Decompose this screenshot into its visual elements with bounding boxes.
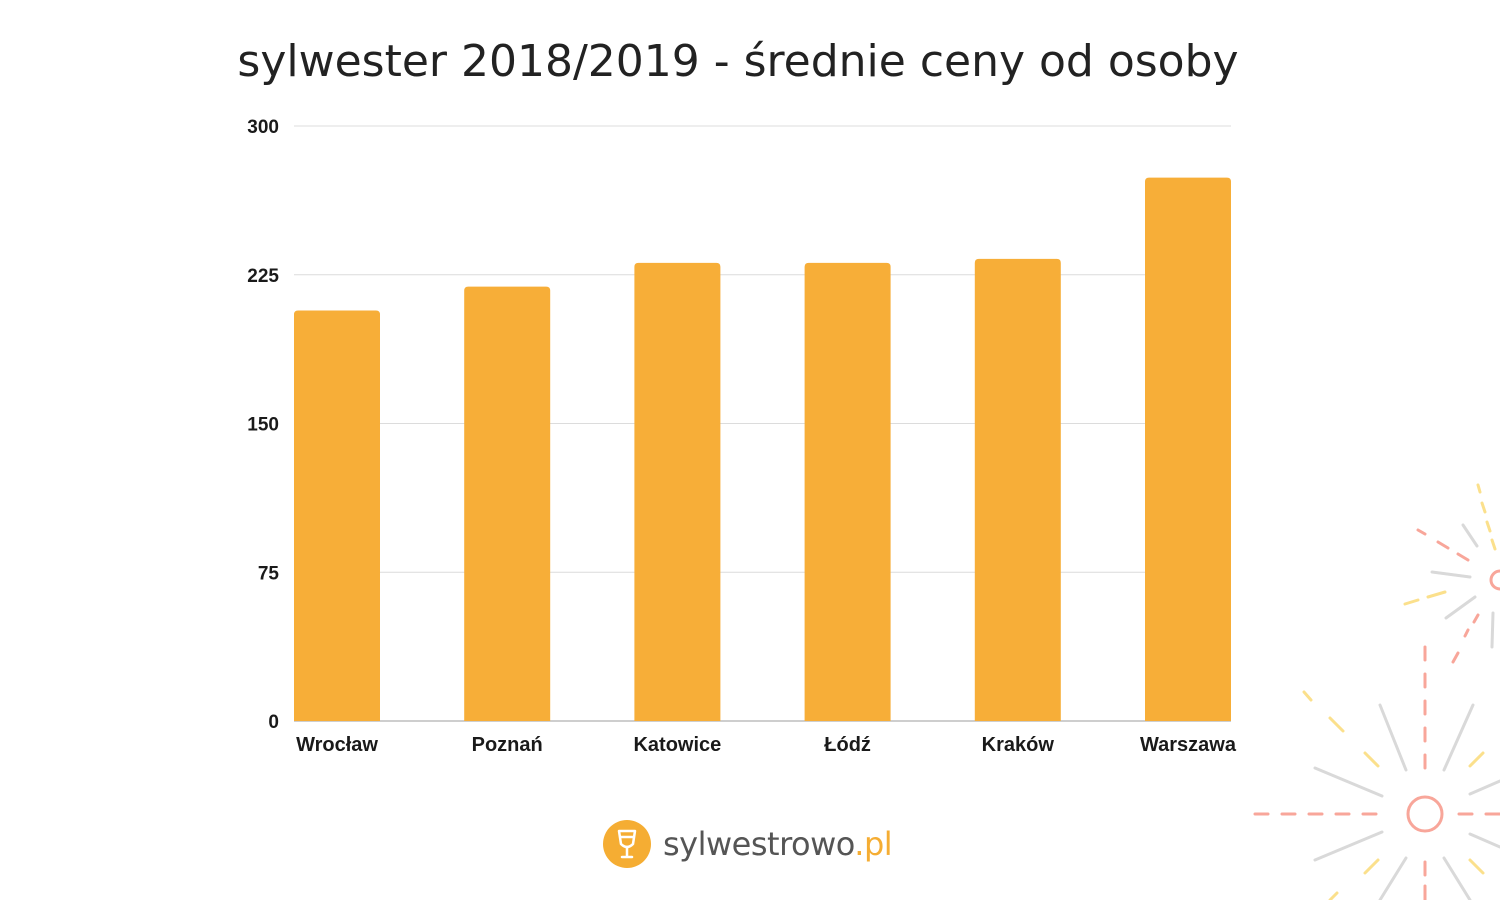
bar[interactable] — [804, 262, 891, 721]
bar[interactable] — [634, 262, 721, 721]
x-axis-labels: Wrocław Poznań Katowice Łódź Kraków Warszawa — [296, 734, 1237, 756]
bar[interactable] — [294, 310, 380, 721]
x-category-label: Wrocław — [296, 734, 378, 756]
x-category-label: Warszawa — [1140, 734, 1237, 756]
grid-lines — [294, 125, 1231, 722]
x-category-label: Kraków — [982, 734, 1055, 756]
y-tick-label: 300 — [247, 117, 279, 138]
y-tick-label: 0 — [268, 712, 279, 733]
bars — [294, 177, 1231, 722]
bar[interactable] — [1145, 177, 1231, 722]
y-axis-ticks: 0 75 150 225 300 — [247, 117, 279, 733]
chart-title: sylwester 2018/2019 - średnie ceny od os… — [237, 36, 1239, 87]
y-tick-label: 75 — [258, 563, 280, 584]
wine-glass-icon — [603, 820, 651, 868]
bar[interactable] — [974, 258, 1061, 721]
x-category-label: Poznań — [472, 734, 543, 756]
x-category-label: Katowice — [633, 734, 721, 756]
y-tick-label: 150 — [247, 415, 279, 436]
y-tick-label: 225 — [247, 266, 279, 287]
sylwestrowo-logo[interactable]: sylwestrowo.pl — [603, 820, 893, 868]
fireworks-icon — [1253, 483, 1500, 900]
logo-text: sylwestrowo.pl — [663, 825, 893, 863]
x-category-label: Łódź — [824, 734, 871, 756]
bar[interactable] — [464, 286, 551, 721]
